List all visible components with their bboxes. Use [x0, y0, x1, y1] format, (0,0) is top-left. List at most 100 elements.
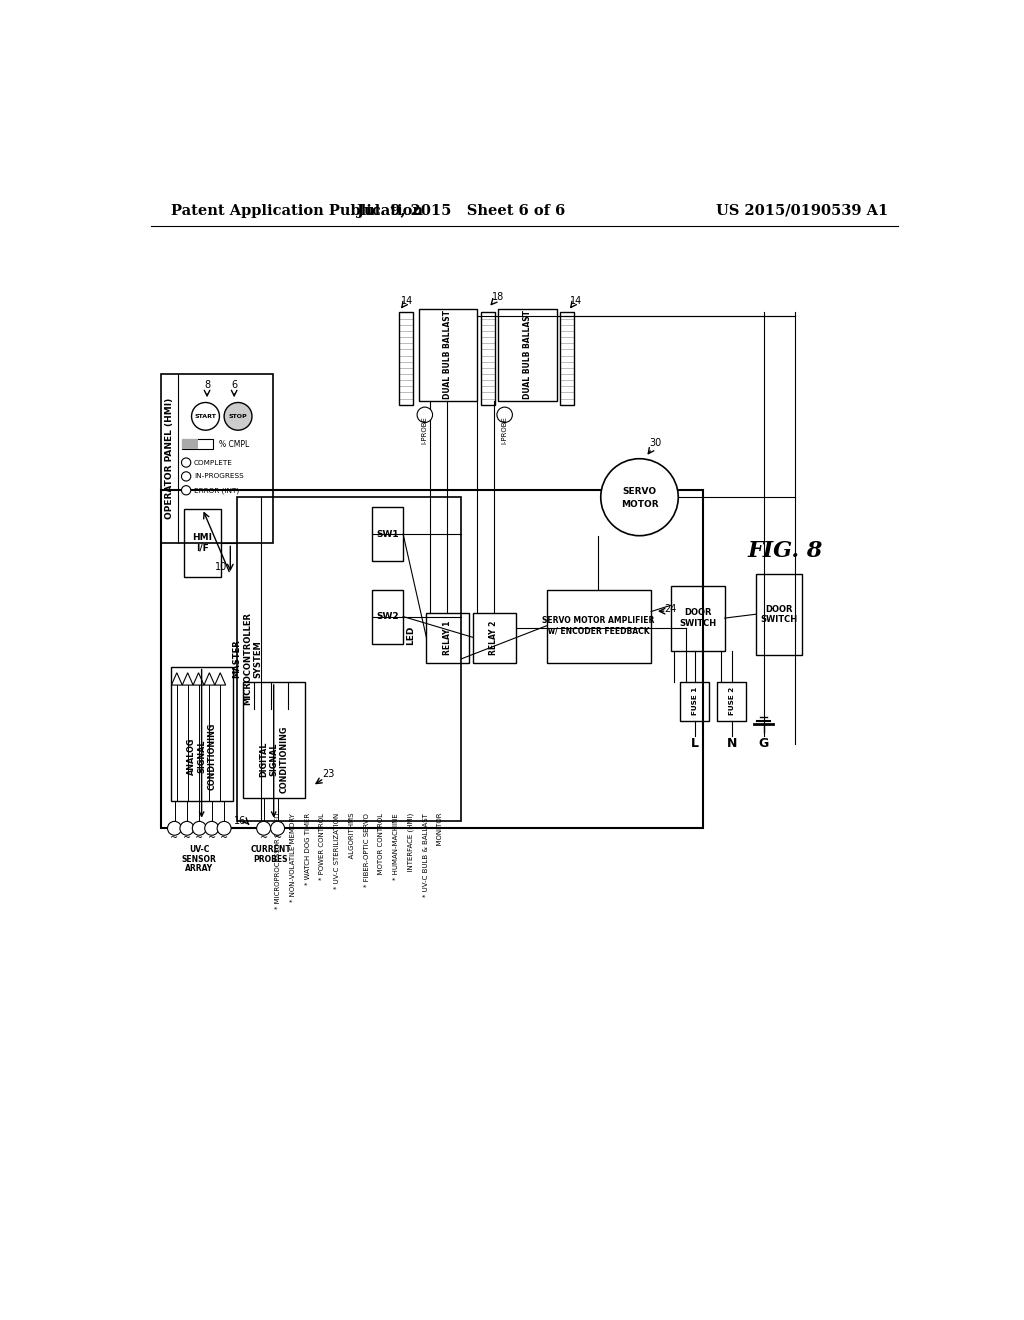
Bar: [473, 612, 515, 663]
Bar: [399, 313, 414, 405]
Text: IN-PROGRESS: IN-PROGRESS: [194, 474, 244, 479]
Text: * WATCH DOG TIMER: * WATCH DOG TIMER: [305, 813, 310, 884]
Text: SENSOR: SENSOR: [182, 854, 217, 863]
Circle shape: [180, 821, 194, 836]
Text: FUSE 2: FUSE 2: [729, 688, 735, 715]
Bar: [560, 313, 574, 405]
Text: I-PROBE: I-PROBE: [502, 416, 508, 444]
Text: FUSE 1: FUSE 1: [691, 688, 697, 715]
Text: MOTOR: MOTOR: [621, 500, 658, 510]
Bar: [547, 590, 651, 663]
Text: 14: 14: [569, 296, 582, 306]
Text: % CMPL: % CMPL: [219, 440, 249, 449]
Circle shape: [601, 459, 678, 536]
Text: OPERATOR PANEL (HMI): OPERATOR PANEL (HMI): [165, 399, 174, 519]
Text: DOOR
SWITCH: DOOR SWITCH: [679, 609, 716, 628]
Text: * FIBER-OPTIC SERVO: * FIBER-OPTIC SERVO: [364, 813, 370, 887]
Text: * HUMAN-MACHINE: * HUMAN-MACHINE: [393, 813, 399, 879]
Text: * UV-C BULB & BALLAST: * UV-C BULB & BALLAST: [423, 813, 428, 896]
Text: UV-C: UV-C: [189, 845, 210, 854]
Bar: [372, 507, 403, 561]
Text: G: G: [759, 737, 769, 750]
Bar: [182, 440, 198, 449]
Text: ANALOG
SIGNAL
CONDITIONING: ANALOG SIGNAL CONDITIONING: [186, 723, 216, 791]
Bar: [161, 490, 703, 829]
Circle shape: [168, 821, 181, 836]
Circle shape: [205, 821, 219, 836]
Bar: [480, 313, 495, 405]
Text: MASTER
MICROCONTROLLER
SYSTEM: MASTER MICROCONTROLLER SYSTEM: [232, 612, 262, 705]
Text: ~: ~: [183, 833, 190, 842]
Text: 8: 8: [204, 380, 210, 389]
Text: SERVO MOTOR AMPLIFIER
w/ ENCODER FEEDBACK: SERVO MOTOR AMPLIFIER w/ ENCODER FEEDBAC…: [543, 616, 654, 635]
Circle shape: [257, 821, 270, 836]
Circle shape: [193, 821, 206, 836]
Text: 6: 6: [231, 380, 238, 389]
Bar: [426, 612, 469, 663]
Bar: [243, 682, 305, 797]
Bar: [419, 309, 477, 401]
Text: RELAY 1: RELAY 1: [442, 620, 452, 655]
Bar: [717, 682, 746, 721]
Text: PROBES: PROBES: [253, 854, 288, 863]
Circle shape: [217, 821, 231, 836]
Circle shape: [181, 486, 190, 495]
Text: 23: 23: [322, 770, 334, 779]
Text: Patent Application Publication: Patent Application Publication: [171, 203, 423, 218]
Text: ERROR (INT): ERROR (INT): [194, 487, 239, 494]
Text: 18: 18: [493, 292, 505, 302]
Circle shape: [191, 403, 219, 430]
Text: FIG. 8: FIG. 8: [748, 540, 823, 562]
Text: L: L: [690, 737, 698, 750]
Text: STOP: STOP: [228, 414, 248, 418]
Text: CURRENT: CURRENT: [250, 845, 291, 854]
Text: LED: LED: [407, 626, 416, 645]
Text: ~: ~: [259, 833, 267, 842]
Text: 10: 10: [215, 561, 227, 572]
Bar: [372, 590, 403, 644]
Text: INTERFACE (HMI): INTERFACE (HMI): [408, 813, 415, 876]
Bar: [680, 682, 710, 721]
Text: I-PROBE: I-PROBE: [422, 416, 428, 444]
Text: ~: ~: [196, 833, 204, 842]
Text: ~: ~: [220, 833, 228, 842]
Text: ~: ~: [170, 833, 178, 842]
Text: SW1: SW1: [376, 529, 399, 539]
Text: * NON-VOLATILE MEMORY: * NON-VOLATILE MEMORY: [290, 813, 296, 902]
Circle shape: [497, 407, 512, 422]
Text: 30: 30: [649, 438, 662, 449]
Circle shape: [181, 471, 190, 480]
Text: RELAY 2: RELAY 2: [489, 620, 499, 655]
Text: DUAL BULB BALLAST: DUAL BULB BALLAST: [442, 310, 452, 399]
Text: MOTOR CONTROL: MOTOR CONTROL: [378, 813, 384, 879]
Text: SW2: SW2: [376, 612, 399, 620]
Text: COMPLETE: COMPLETE: [194, 459, 232, 466]
Text: * POWER CONTROL: * POWER CONTROL: [319, 813, 326, 880]
Bar: [183, 508, 221, 577]
Text: 24: 24: [665, 603, 677, 614]
Text: * UV-C STERILIZATION: * UV-C STERILIZATION: [334, 813, 340, 890]
Text: SERVO: SERVO: [623, 487, 656, 495]
Bar: [237, 498, 461, 821]
Bar: [161, 374, 273, 544]
Text: ~: ~: [273, 833, 282, 842]
Circle shape: [270, 821, 285, 836]
Text: 16: 16: [234, 816, 247, 825]
Text: 14: 14: [400, 296, 413, 306]
Text: MONITOR: MONITOR: [437, 813, 443, 850]
Circle shape: [417, 407, 432, 422]
Bar: [756, 574, 802, 655]
Bar: [182, 440, 213, 449]
Text: Jul. 9, 2015   Sheet 6 of 6: Jul. 9, 2015 Sheet 6 of 6: [357, 203, 565, 218]
Text: US 2015/0190539 A1: US 2015/0190539 A1: [716, 203, 889, 218]
Text: ~: ~: [208, 833, 216, 842]
Text: DIGITAL
SIGNAL
CONDITIONING: DIGITAL SIGNAL CONDITIONING: [259, 725, 289, 793]
Text: DOOR
SWITCH: DOOR SWITCH: [761, 605, 798, 624]
Text: ALGORITHMS: ALGORITHMS: [349, 813, 355, 863]
Circle shape: [181, 458, 190, 467]
Text: HMI
I/F: HMI I/F: [193, 533, 212, 552]
Bar: [671, 586, 725, 651]
Text: ARRAY: ARRAY: [185, 863, 213, 873]
Text: START: START: [195, 414, 216, 418]
Text: DUAL BULB BALLAST: DUAL BULB BALLAST: [522, 310, 531, 399]
